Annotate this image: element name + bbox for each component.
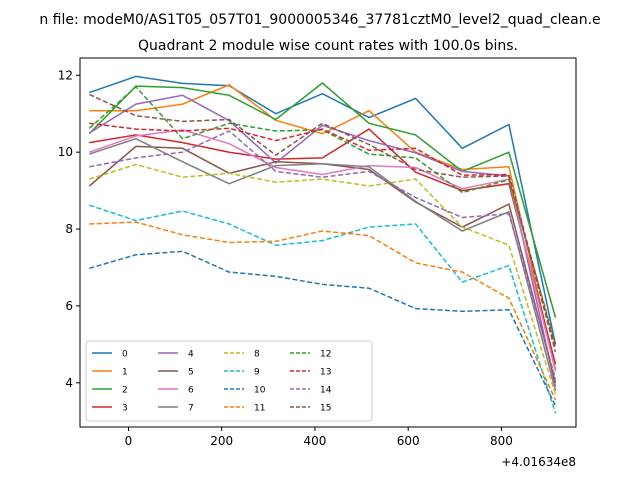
legend-box — [85, 340, 373, 422]
y-tick-label: 10 — [58, 145, 73, 159]
x-axis: 0 200 400 600 800 — [125, 427, 513, 448]
series-line-12 — [88, 85, 557, 345]
x-axis-offset-label: +4.01634e8 — [501, 455, 576, 469]
legend-label-5: 5 — [188, 368, 194, 378]
legend-label-3: 3 — [122, 404, 128, 414]
series-line-10 — [89, 250, 557, 407]
legend-label-6: 6 — [188, 386, 194, 396]
legend-label-0: 0 — [122, 350, 128, 360]
series-line-0 — [89, 75, 557, 345]
legend-label-9: 9 — [254, 368, 260, 378]
series-line-3 — [89, 128, 557, 365]
series-line-9 — [89, 204, 557, 414]
legend-label-12: 12 — [320, 350, 331, 360]
legend-label-10: 10 — [254, 386, 266, 396]
x-tick-label: 800 — [490, 434, 513, 448]
figure-suptitle: n file: modeM0/AS1T05_057T01_9000005346_… — [39, 12, 600, 28]
legend-label-15: 15 — [320, 404, 331, 414]
chart-title: Quadrant 2 module wise count rates with … — [138, 38, 518, 54]
y-tick-label: 6 — [65, 299, 73, 313]
y-tick-label: 8 — [65, 222, 73, 236]
x-tick-label: 400 — [303, 434, 326, 448]
series-line-2 — [88, 82, 557, 318]
series-line-14 — [89, 130, 557, 380]
y-axis: 4 6 8 10 12 — [58, 68, 80, 390]
series-line-13 — [89, 122, 557, 349]
x-tick-label: 600 — [397, 434, 420, 448]
legend-label-14: 14 — [320, 386, 332, 396]
series-line-8 — [89, 163, 557, 395]
legend-label-4: 4 — [188, 350, 194, 360]
y-tick-label: 4 — [65, 376, 73, 390]
legend-label-7: 7 — [188, 404, 194, 414]
legend-label-2: 2 — [122, 386, 128, 396]
x-tick-label: 0 — [125, 434, 133, 448]
axes-frame — [79, 57, 577, 428]
plot-lines — [88, 75, 557, 414]
series-line-4 — [88, 94, 557, 387]
series-line-6 — [89, 129, 557, 372]
y-tick-label: 12 — [58, 68, 73, 82]
series-line-1 — [89, 84, 557, 370]
series-line-15 — [88, 93, 557, 353]
legend-label-8: 8 — [254, 350, 260, 360]
legend-label-11: 11 — [254, 404, 265, 414]
series-line-11 — [89, 221, 557, 401]
x-tick-label: 200 — [210, 434, 233, 448]
legend-label-1: 1 — [122, 368, 128, 378]
legend-label-13: 13 — [320, 368, 331, 378]
